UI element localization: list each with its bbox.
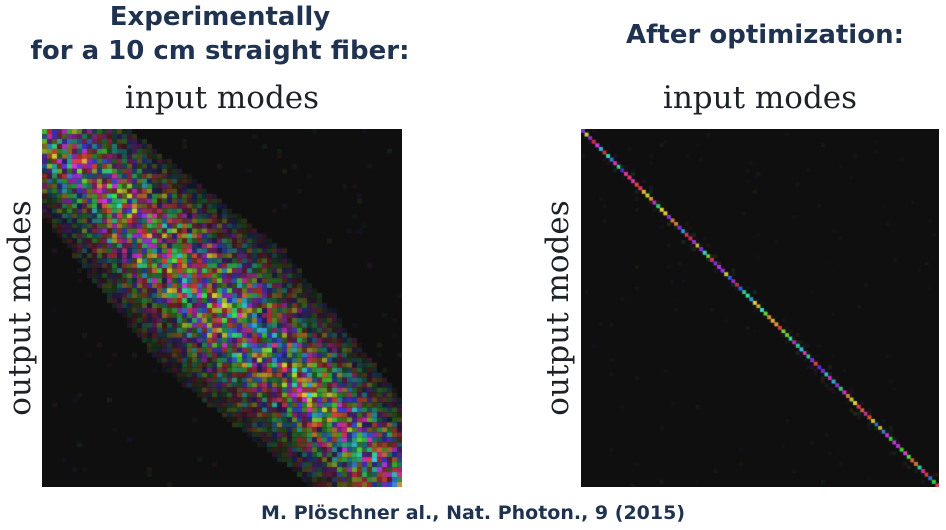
optimized-transmission-matrix: [581, 129, 939, 487]
left-x-axis-label: input modes: [124, 80, 320, 116]
experimental-matrix-image: [42, 129, 402, 487]
left-panel-title: Experimentally for a 10 cm straight fibe…: [0, 0, 440, 68]
right-x-axis-label: input modes: [662, 80, 858, 116]
experimental-transmission-matrix: [42, 129, 402, 487]
left-title-line1: Experimentally: [109, 2, 331, 32]
citation: M. Plöschner al., Nat. Photon., 9 (2015): [260, 502, 686, 524]
optimized-matrix-image: [581, 129, 939, 487]
right-panel-title: After optimization:: [626, 20, 904, 50]
right-y-axis-label: output modes: [540, 200, 576, 416]
left-y-axis-label: output modes: [2, 200, 38, 416]
left-title-line2: for a 10 cm straight fiber:: [30, 36, 410, 66]
